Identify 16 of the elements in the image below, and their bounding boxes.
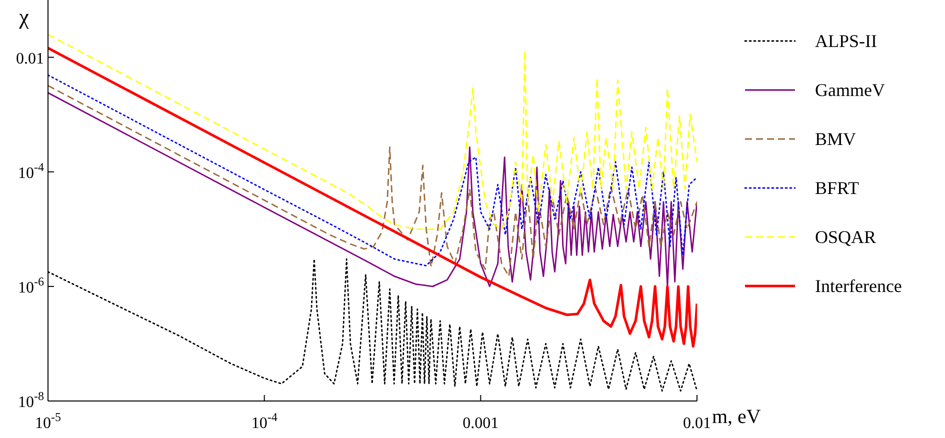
x-tick-label: 10$^{-4}$ <box>251 410 278 432</box>
legend-label: GammeV <box>815 80 885 100</box>
x-tick-label: 10$^{-5}$ <box>35 410 61 432</box>
legend-label: BMV <box>815 129 856 149</box>
legend-label: OSQAR <box>815 227 876 247</box>
y-tick-label: 0.01 <box>16 50 44 68</box>
y-tick-label: 10$^{-8}$ <box>18 389 44 411</box>
y-tick-label: 10$^{-6}$ <box>18 274 44 296</box>
x-axis-title: m, eV <box>712 406 762 428</box>
y-axis-title: χ <box>18 4 30 29</box>
y-tick-label: 10$^{-4}$ <box>18 160 44 182</box>
legend-label: BFRT <box>815 178 859 198</box>
x-tick-label: 0.001 <box>462 415 499 432</box>
legend-label: ALPS-II <box>815 31 878 51</box>
x-tick-label: 0.01 <box>683 415 711 432</box>
legend-label: Interference <box>815 276 902 296</box>
